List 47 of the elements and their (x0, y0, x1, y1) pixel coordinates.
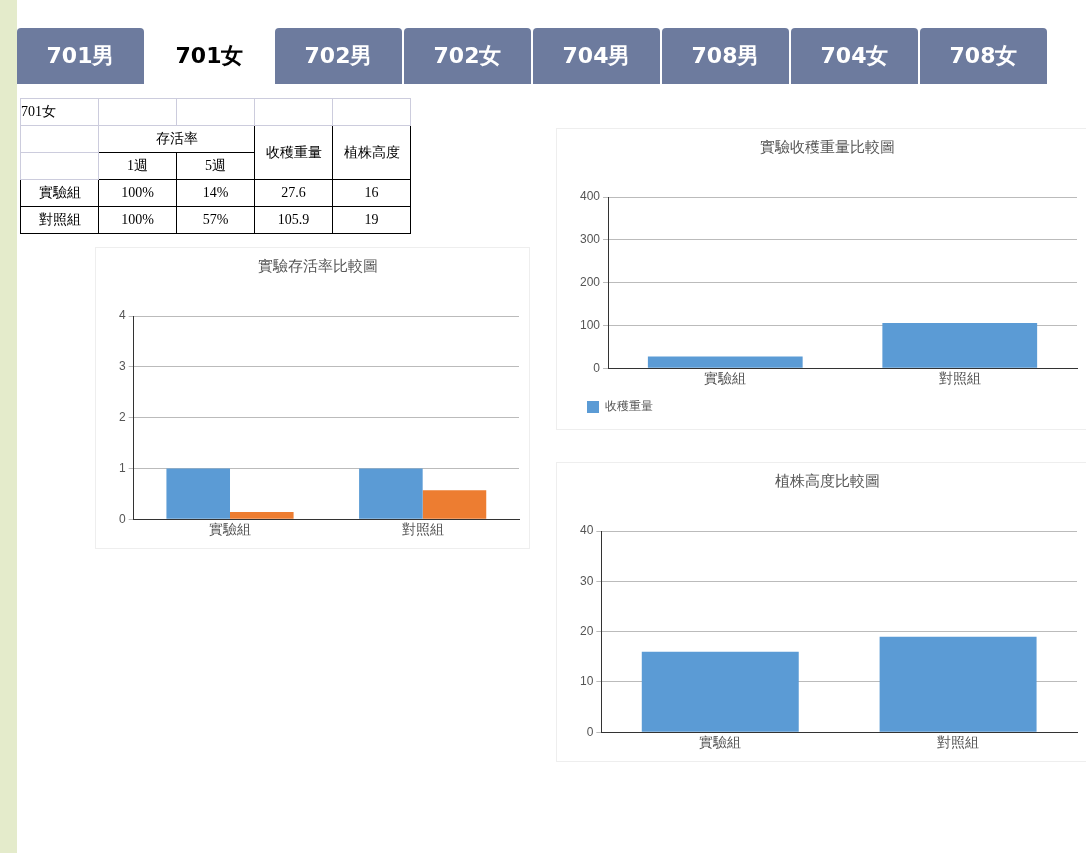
y-tick-label: 300 (579, 232, 601, 247)
text: 702男 (275, 28, 402, 84)
text: 708男 (662, 28, 789, 84)
text: 16 (332, 179, 411, 207)
y-tick-label: 0 (118, 511, 126, 526)
text: 701女 (20, 98, 99, 126)
chart-title: 實驗存活率比較圖 (257, 256, 378, 275)
text: 1週 (98, 152, 177, 180)
legend-label: 收穫重量 (605, 399, 653, 414)
text: 57% (176, 206, 255, 234)
text: 708女 (920, 28, 1047, 84)
y-tick-label: 0 (593, 360, 601, 375)
y-tick-label: 40 (579, 523, 594, 538)
text: 27.6 (254, 179, 333, 207)
chart-title: 植株高度比較圖 (774, 471, 880, 490)
bar (230, 512, 294, 519)
y-tick-label: 100 (579, 317, 601, 332)
text: 704男 (533, 28, 660, 84)
text: 植株高度 (332, 125, 411, 180)
text: 5週 (176, 152, 255, 180)
y-tick-label: 1 (118, 460, 126, 475)
y-tick-label: 400 (579, 189, 601, 204)
text: 存活率 (98, 125, 255, 153)
text: 100% (98, 206, 177, 234)
text: 收穫重量 (254, 125, 333, 180)
y-tick-label: 200 (579, 274, 601, 289)
bar (422, 490, 487, 519)
y-tick-label: 2 (118, 409, 126, 424)
text: 100% (98, 179, 177, 207)
y-tick-label: 10 (579, 674, 594, 689)
text: 704女 (791, 28, 918, 84)
y-tick-label: 3 (118, 359, 126, 374)
text: 105.9 (254, 206, 333, 234)
text: 14% (176, 179, 255, 207)
y-tick-label: 30 (579, 573, 594, 588)
text: 實驗組 (20, 179, 99, 207)
bar (166, 468, 231, 519)
text: 701男 (17, 28, 144, 84)
y-tick-label: 0 (586, 724, 594, 739)
bar (359, 468, 423, 519)
y-tick-label: 20 (579, 623, 594, 638)
text: 701女 (146, 28, 273, 84)
chart-title: 實驗收穫重量比較圖 (759, 137, 895, 156)
text: 702女 (404, 28, 531, 84)
text: 對照組 (20, 206, 99, 234)
text: 19 (332, 206, 411, 234)
y-tick-label: 4 (118, 308, 126, 323)
